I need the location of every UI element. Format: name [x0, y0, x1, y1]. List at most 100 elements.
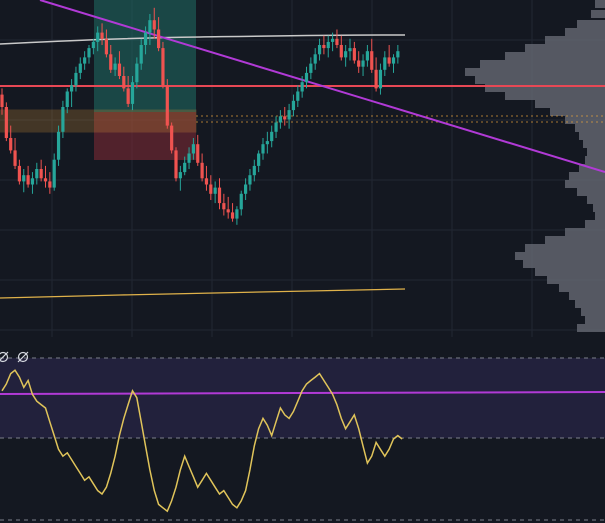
volume-profile-bar — [535, 100, 605, 108]
oscillator-signal-line — [0, 391, 605, 395]
support-zone-box — [0, 109, 197, 133]
candle-body — [196, 144, 200, 163]
candle-body — [213, 187, 217, 194]
candle-body — [370, 51, 374, 70]
volume-profile-bar — [565, 116, 605, 124]
candle-body — [204, 178, 209, 185]
candle-body — [65, 91, 69, 107]
candle-body — [143, 32, 148, 45]
volume-profile-bar — [525, 244, 605, 252]
candle-body — [30, 178, 35, 185]
volume-profile-bar — [545, 236, 605, 244]
candle-body — [135, 63, 139, 83]
volume-profile-bar — [547, 276, 605, 284]
candle-body — [113, 63, 117, 70]
candle-body — [287, 110, 291, 120]
volume-profile-bar — [535, 268, 605, 276]
candle-body — [361, 60, 365, 67]
volume-profile-bar — [595, 212, 605, 220]
candle-body — [26, 175, 30, 185]
candle-body — [209, 184, 213, 194]
candle-body — [265, 141, 269, 145]
candle-body — [331, 38, 335, 42]
candle-body — [61, 107, 65, 132]
candle-body — [83, 57, 87, 64]
candle-body — [252, 165, 256, 176]
volume-profile-bar — [465, 68, 605, 76]
candle-body — [244, 184, 248, 194]
candle-body — [174, 150, 178, 179]
candle-body — [9, 138, 13, 151]
indicator-lines — [0, 0, 605, 299]
candle-body — [309, 63, 313, 73]
candle-body — [357, 60, 361, 67]
candle-body — [48, 181, 52, 188]
candle-body — [22, 175, 26, 182]
candle-body — [109, 54, 113, 70]
volume-profile-bar — [485, 84, 605, 92]
candle-body — [261, 144, 265, 154]
candle-body — [13, 150, 17, 166]
candle-body — [352, 48, 356, 61]
candle-body — [217, 187, 222, 204]
candle-body — [165, 85, 169, 126]
candle-body — [257, 153, 261, 166]
volume-profile-bar — [587, 148, 605, 156]
candle-body — [0, 94, 4, 107]
candle-body — [283, 116, 287, 120]
candle-body — [122, 76, 126, 89]
empty-set-marker-slash — [0, 351, 9, 361]
candle-body — [70, 85, 74, 92]
volume-profile-bar — [575, 124, 605, 132]
empty-set-marker — [0, 351, 9, 363]
candle-body — [4, 107, 8, 138]
long-moving-average — [0, 34, 406, 45]
candle-body — [391, 57, 396, 64]
candle-body — [374, 69, 378, 89]
oscillator-line — [1, 369, 403, 513]
candle-body — [43, 178, 48, 182]
volume-profile-bar — [550, 108, 605, 116]
short-moving-average — [0, 288, 406, 299]
candle-body — [335, 38, 339, 45]
support-zone — [0, 109, 605, 133]
candle-body — [317, 45, 322, 55]
candle-body — [378, 69, 383, 89]
candle-body — [117, 63, 122, 76]
candle-body — [239, 193, 243, 210]
candle-body — [270, 131, 274, 142]
candle-body — [365, 51, 369, 61]
candle-body — [87, 48, 91, 58]
volume-profile-bar — [505, 52, 605, 60]
candle-body — [74, 72, 78, 86]
volume-profile-bar — [577, 324, 605, 332]
candle-body — [278, 116, 282, 123]
volume-profile-bar — [523, 260, 605, 268]
empty-set-marker — [17, 351, 29, 363]
candle-body — [187, 153, 191, 163]
candle-body — [326, 41, 330, 49]
candle-body — [348, 48, 352, 52]
candles — [0, 7, 400, 225]
volume-profile-bar — [575, 300, 605, 308]
candle-body — [387, 57, 391, 64]
candle-body — [39, 169, 43, 179]
candle-body — [91, 41, 95, 49]
candle-body — [178, 172, 182, 179]
candle-body — [78, 63, 82, 73]
volume-profile-bar — [545, 36, 605, 44]
trend-line — [39, 0, 605, 173]
volume-profile-bar — [515, 252, 605, 260]
candle-body — [396, 51, 400, 58]
candle-body — [296, 91, 300, 101]
volume-profile-bar — [585, 220, 605, 228]
candle-body — [152, 20, 156, 30]
candle-body — [304, 72, 309, 83]
candle-body — [226, 209, 230, 213]
volume-profile-bar — [585, 316, 605, 324]
candle-body — [148, 20, 152, 33]
volume-profile-bar — [565, 28, 605, 36]
volume-profile-bar — [577, 20, 605, 28]
